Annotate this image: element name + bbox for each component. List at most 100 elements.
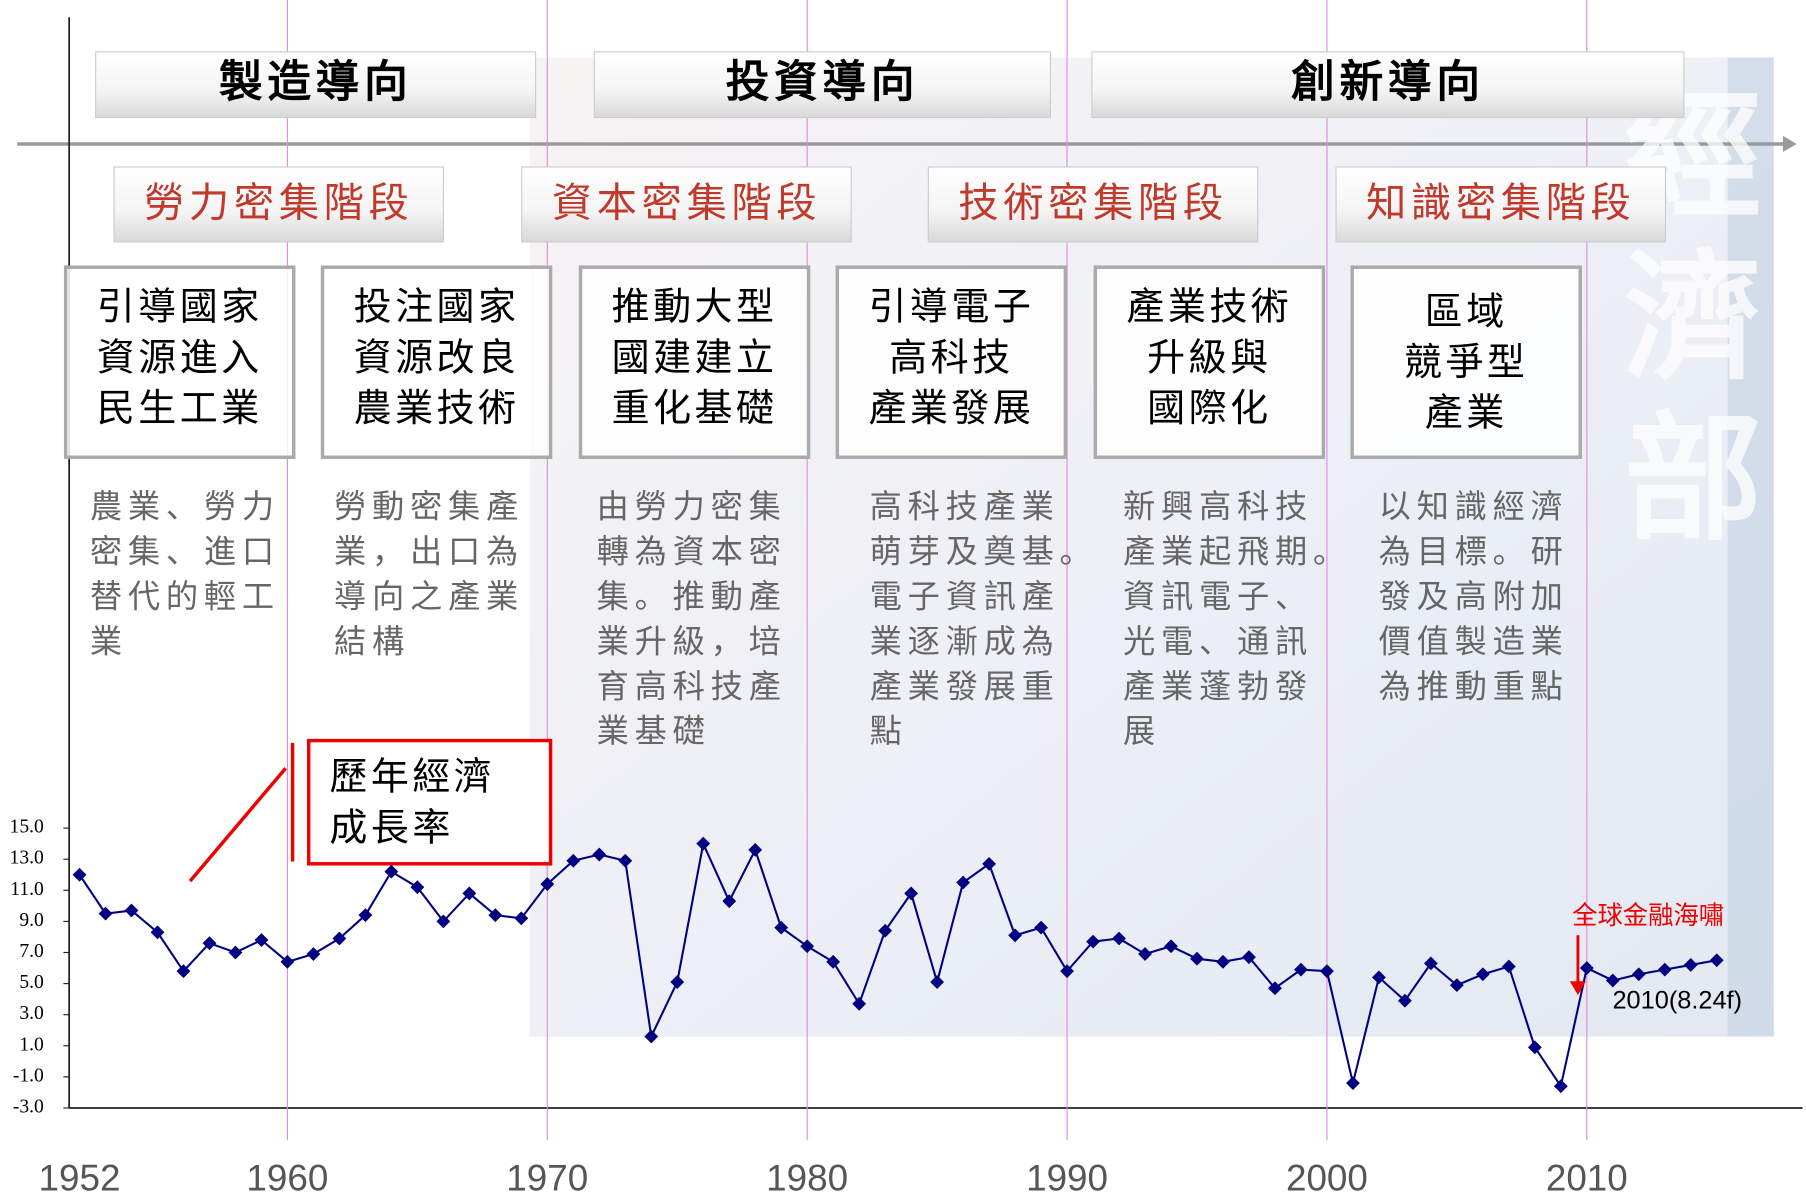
stage-box <box>113 166 445 243</box>
y-tick-label: 1.0 <box>19 1034 44 1055</box>
description-text: 由勞力密集 <box>597 489 787 525</box>
description-text: 產業蓬勃發 <box>1123 668 1313 704</box>
policy-text: 競爭型 <box>1404 342 1528 384</box>
x-tick-label: 2010 <box>1546 1157 1628 1198</box>
point <box>618 853 633 868</box>
description-text: 產業發展重 <box>870 668 1060 704</box>
point <box>566 853 581 868</box>
description-text: 點 <box>870 713 908 749</box>
stage-box <box>927 166 1259 243</box>
point <box>774 920 789 935</box>
point <box>306 947 321 961</box>
description-text: 展 <box>1123 713 1161 749</box>
policy-text: 高科技 <box>889 337 1013 379</box>
point <box>644 1029 659 1044</box>
point <box>1657 962 1672 977</box>
description-text: 業逐漸成為 <box>870 623 1060 659</box>
point <box>1164 939 1178 954</box>
stage-label: 勞力密集階段 <box>144 181 413 226</box>
point <box>150 925 165 940</box>
policy-box <box>578 265 811 459</box>
point <box>852 996 867 1011</box>
point <box>1060 964 1074 979</box>
annotation: 2010(8.24f) <box>1612 987 1742 1015</box>
point <box>1112 931 1126 946</box>
point <box>696 836 711 851</box>
policy-text: 產業技術 <box>1126 287 1292 329</box>
orientation-label: 創新導向 <box>1291 58 1484 106</box>
y-tick-label: 11.0 <box>10 879 44 900</box>
description-text: 轉為資本密 <box>597 534 787 570</box>
description-text: 集。推動產 <box>597 578 787 614</box>
policy-text: 投注國家 <box>354 287 520 329</box>
y-tick-label: 9.0 <box>19 910 44 931</box>
description-text: 為推動重點 <box>1379 668 1569 704</box>
stage-label: 知識密集階段 <box>1366 181 1635 226</box>
description-text: 替代的輕工 <box>90 578 280 614</box>
policy-text: 重化基礎 <box>612 388 778 430</box>
policy-box <box>63 265 296 459</box>
series-line <box>78 840 1717 1089</box>
point <box>436 914 451 929</box>
point <box>1449 978 1464 993</box>
description-text: 育高科技產 <box>597 668 787 704</box>
orientation-label: 投資導向 <box>726 58 919 106</box>
point <box>488 908 503 923</box>
description-text: 發及高附加 <box>1379 578 1569 614</box>
x-tick-label: 1970 <box>506 1157 588 1198</box>
policy-text: 資源改良 <box>354 337 520 379</box>
stage-label: 技術密集階段 <box>958 181 1227 226</box>
callout-line <box>188 767 287 883</box>
point <box>1579 961 1594 975</box>
policy-text: 引導國家 <box>97 287 263 329</box>
y-tick-label: 13.0 <box>10 848 44 869</box>
title-box <box>306 738 553 866</box>
description-text: 農業、勞力 <box>90 489 280 525</box>
watermark: 濟 <box>1624 243 1762 396</box>
point <box>956 875 971 890</box>
y-tick-label: 5.0 <box>19 972 44 993</box>
description-text: 萌芽及奠基。 <box>870 534 1098 570</box>
stage-box <box>521 166 852 243</box>
point <box>1372 970 1386 985</box>
policy-box <box>1093 265 1326 459</box>
point <box>930 975 945 989</box>
policy-text: 農業技術 <box>354 388 520 430</box>
chart-title: 成長率 <box>329 807 453 849</box>
orientation-box <box>1091 51 1685 119</box>
point <box>124 903 139 918</box>
description-text: 導向之產業 <box>334 578 524 614</box>
policy-text: 產業 <box>1425 393 1508 435</box>
point <box>1346 1076 1360 1091</box>
stage-label: 資本密集階段 <box>552 181 821 226</box>
description-text: 業，出口為 <box>334 534 524 570</box>
point <box>592 847 607 862</box>
x-tick-label: 1960 <box>246 1157 328 1198</box>
policy-text: 引導電子 <box>868 287 1034 329</box>
description-text: 勞動密集產 <box>334 489 524 525</box>
point <box>384 864 399 879</box>
description-text: 價值製造業 <box>1379 623 1569 659</box>
point <box>176 964 191 979</box>
x-tick-label: 1952 <box>39 1157 121 1198</box>
point <box>1501 959 1516 974</box>
description-text: 業升級，培 <box>597 623 787 659</box>
policy-text: 產業發展 <box>868 388 1034 430</box>
point <box>98 906 113 921</box>
point <box>1631 967 1646 982</box>
description-text: 為目標。研 <box>1379 534 1569 570</box>
point <box>1475 967 1490 982</box>
policy-box <box>835 265 1068 459</box>
point <box>878 923 893 938</box>
policy-text: 資源進入 <box>97 337 263 379</box>
x-tick-label: 1980 <box>766 1157 848 1198</box>
description-text: 結構 <box>334 623 410 659</box>
description-text: 業基礎 <box>597 713 711 749</box>
description-text: 光電、通訊 <box>1123 623 1313 659</box>
point <box>1683 958 1698 972</box>
point <box>332 931 347 946</box>
point <box>540 877 555 891</box>
point <box>1527 1040 1542 1055</box>
point <box>748 842 763 857</box>
